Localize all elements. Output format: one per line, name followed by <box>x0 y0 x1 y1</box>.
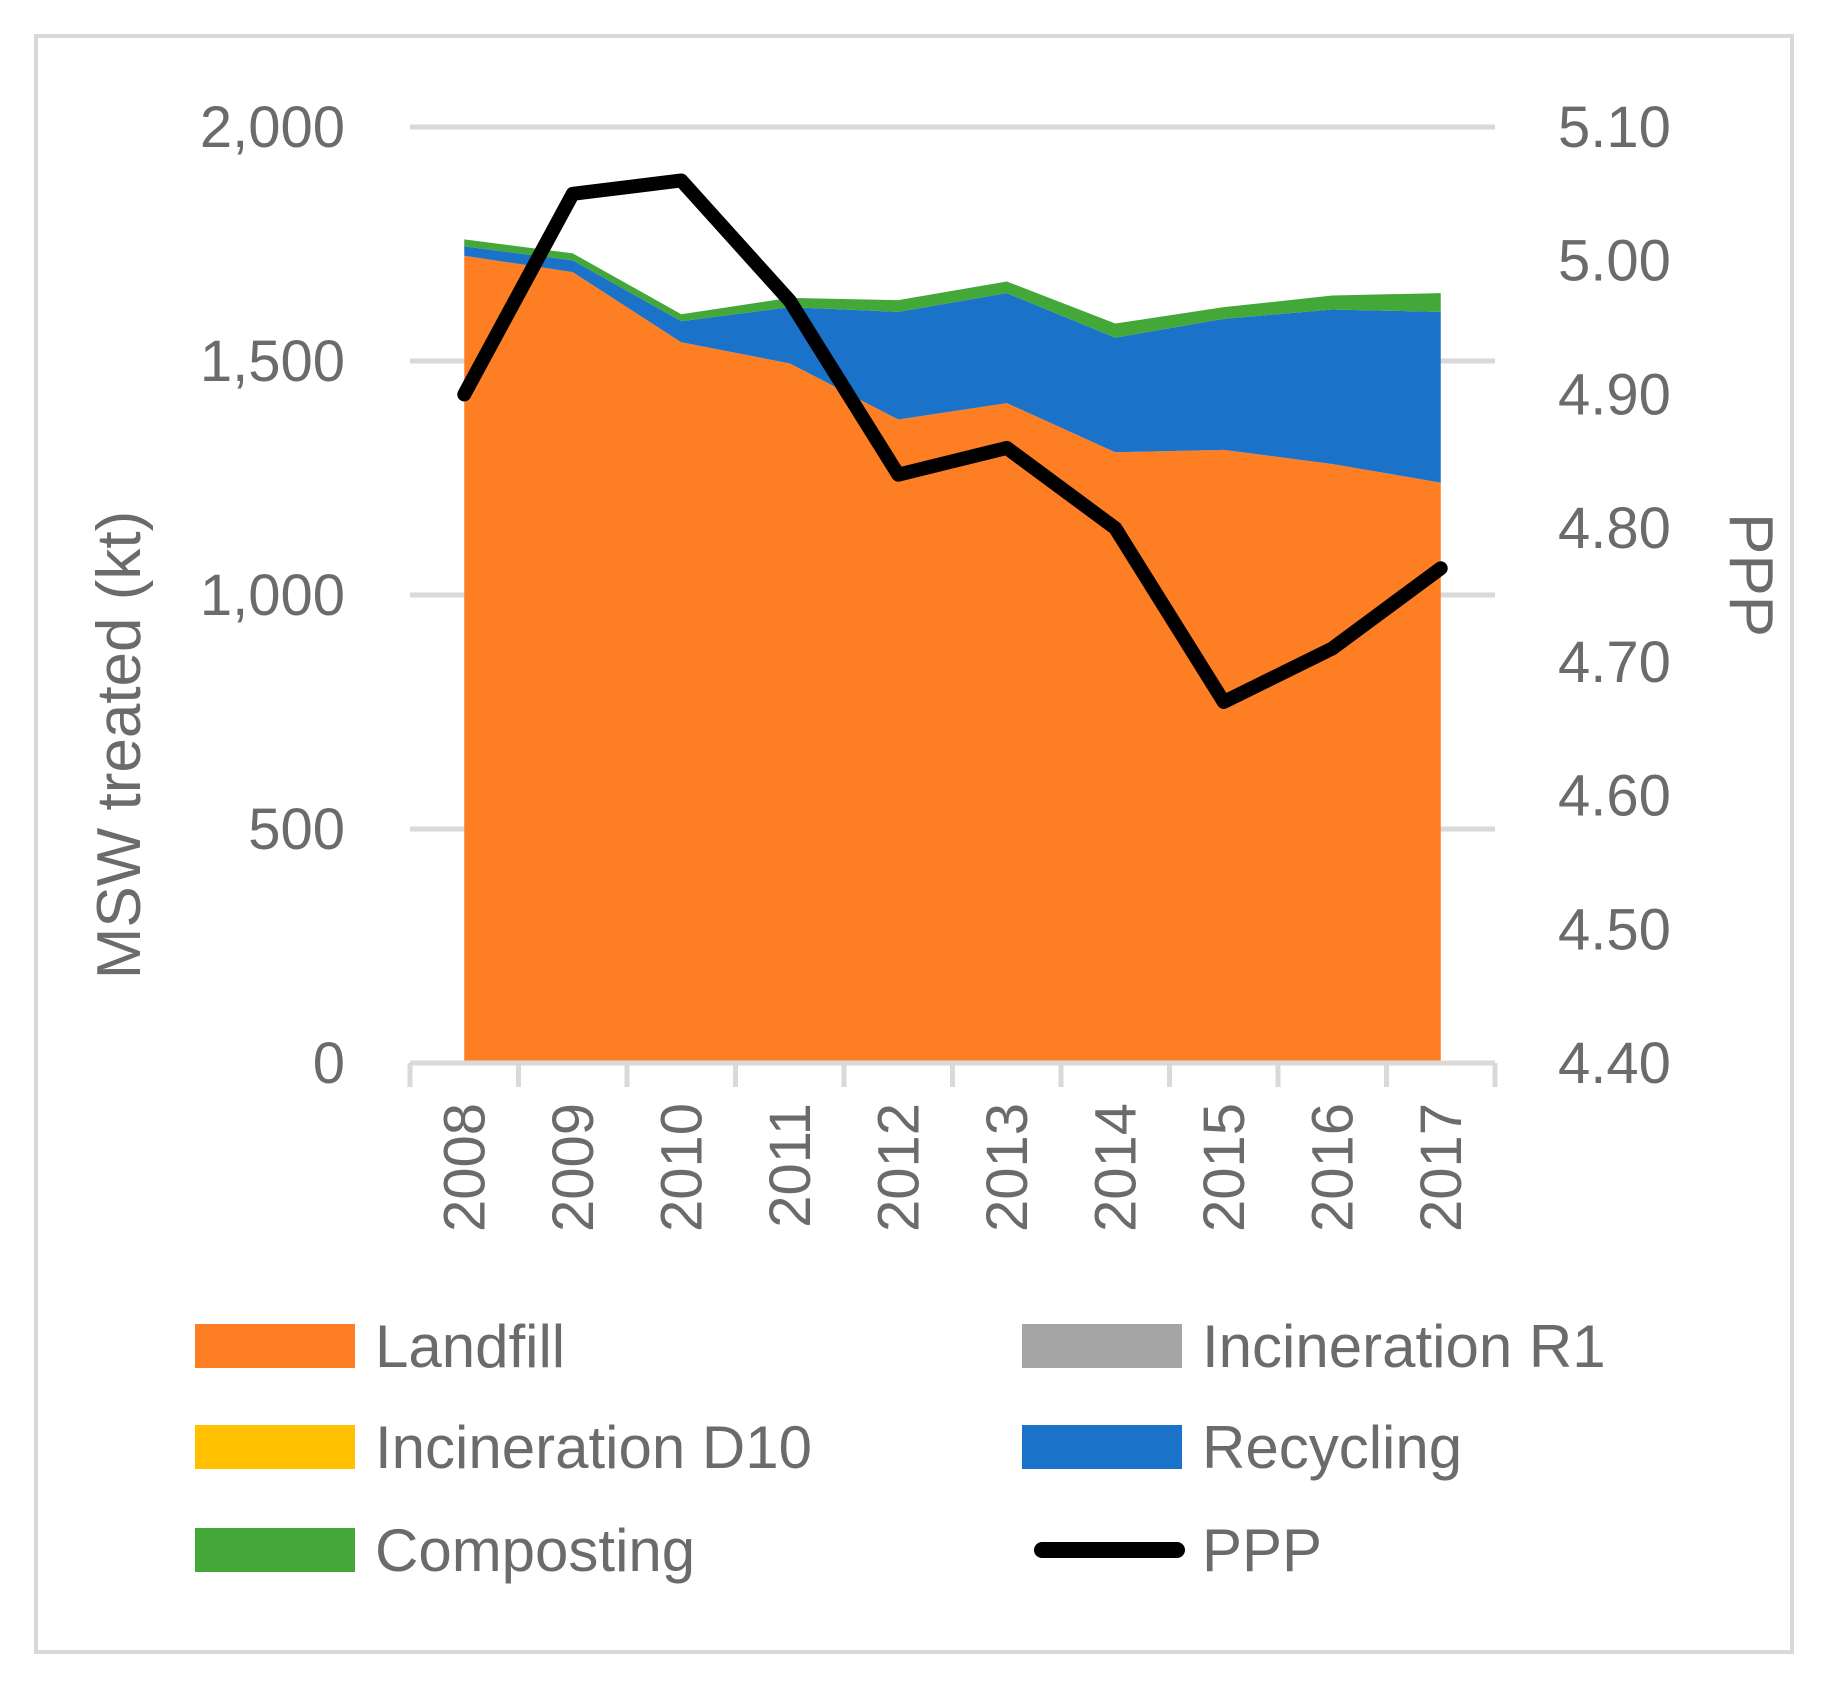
legend-swatch-composting <box>195 1528 355 1572</box>
right-tick-label: 5.10 <box>1558 95 1671 160</box>
ppp-point <box>1331 647 1334 650</box>
left-tick-label: 2,000 <box>200 95 345 160</box>
ppp-line <box>457 173 1448 709</box>
left-axis-title: MSW treated (kt) <box>85 511 154 980</box>
right-tick-label: 5.00 <box>1558 229 1671 294</box>
x-tick-label: 2012 <box>866 1103 931 1232</box>
right-tick-label: 4.80 <box>1558 496 1671 561</box>
ppp-point <box>1222 700 1225 703</box>
legend-label-incineration-d10: Incineration D10 <box>375 1414 812 1481</box>
legend-label-landfill: Landfill <box>375 1313 565 1380</box>
stacked-areas <box>464 239 1441 1063</box>
left-tick-label: 500 <box>248 797 345 862</box>
area-landfill <box>464 255 1441 1063</box>
x-tick-label: 2011 <box>758 1103 823 1228</box>
ppp-point <box>680 179 683 182</box>
x-tick-label: 2010 <box>649 1103 714 1232</box>
x-tick-label: 2009 <box>541 1103 606 1232</box>
ppp-point <box>788 299 791 302</box>
x-tick-label: 2017 <box>1409 1103 1474 1232</box>
legend-label-composting: Composting <box>375 1517 695 1584</box>
ppp-point <box>1114 527 1117 530</box>
right-axis-title: PPP <box>1716 513 1785 637</box>
area-recycling <box>464 246 1441 483</box>
right-axis-ticks: 4.40 4.50 4.60 4.70 4.80 4.90 5.00 5.10 <box>1558 95 1671 1096</box>
right-tick-label: 4.60 <box>1558 764 1671 829</box>
left-axis-ticks: 0 500 1,000 1,500 2,000 <box>200 95 345 1096</box>
left-tick-label: 1,500 <box>200 329 345 394</box>
ppp-point <box>1439 567 1442 570</box>
left-tick-label: 0 <box>313 1031 345 1096</box>
area-composting <box>464 239 1441 338</box>
legend-label-recycling: Recycling <box>1202 1414 1462 1481</box>
x-tick-label: 2014 <box>1083 1103 1148 1232</box>
legend-swatch-recycling <box>1022 1425 1182 1469</box>
legend-swatch-incineration-r1 <box>1022 1324 1182 1368</box>
right-tick-label: 4.50 <box>1558 897 1671 962</box>
x-tick-label: 2008 <box>432 1103 497 1232</box>
ppp-point <box>463 393 466 396</box>
right-tick-label: 4.40 <box>1558 1031 1671 1096</box>
ppp-point <box>571 192 574 195</box>
legend-swatch-landfill <box>195 1324 355 1368</box>
x-tick-label: 2016 <box>1300 1103 1365 1232</box>
right-tick-label: 4.90 <box>1558 362 1671 427</box>
legend-swatch-incineration-d10 <box>195 1425 355 1469</box>
right-tick-label: 4.70 <box>1558 630 1671 695</box>
ppp-point <box>897 473 900 476</box>
x-tick-label: 2013 <box>975 1103 1040 1232</box>
left-tick-label: 1,000 <box>200 563 345 628</box>
legend-label-ppp: PPP <box>1202 1517 1322 1584</box>
ppp-line-layer <box>457 173 1448 709</box>
x-tick-label: 2015 <box>1192 1103 1257 1232</box>
legend: Landfill Incineration R1 Incineration D10 R… <box>195 1313 1606 1584</box>
x-axis: 2008 2009 2010 2011 2012 2013 2014 2015 2016 2017 <box>407 1060 1498 1232</box>
legend-label-incineration-r1: Incineration R1 <box>1202 1313 1606 1380</box>
ppp-point <box>1005 446 1008 449</box>
